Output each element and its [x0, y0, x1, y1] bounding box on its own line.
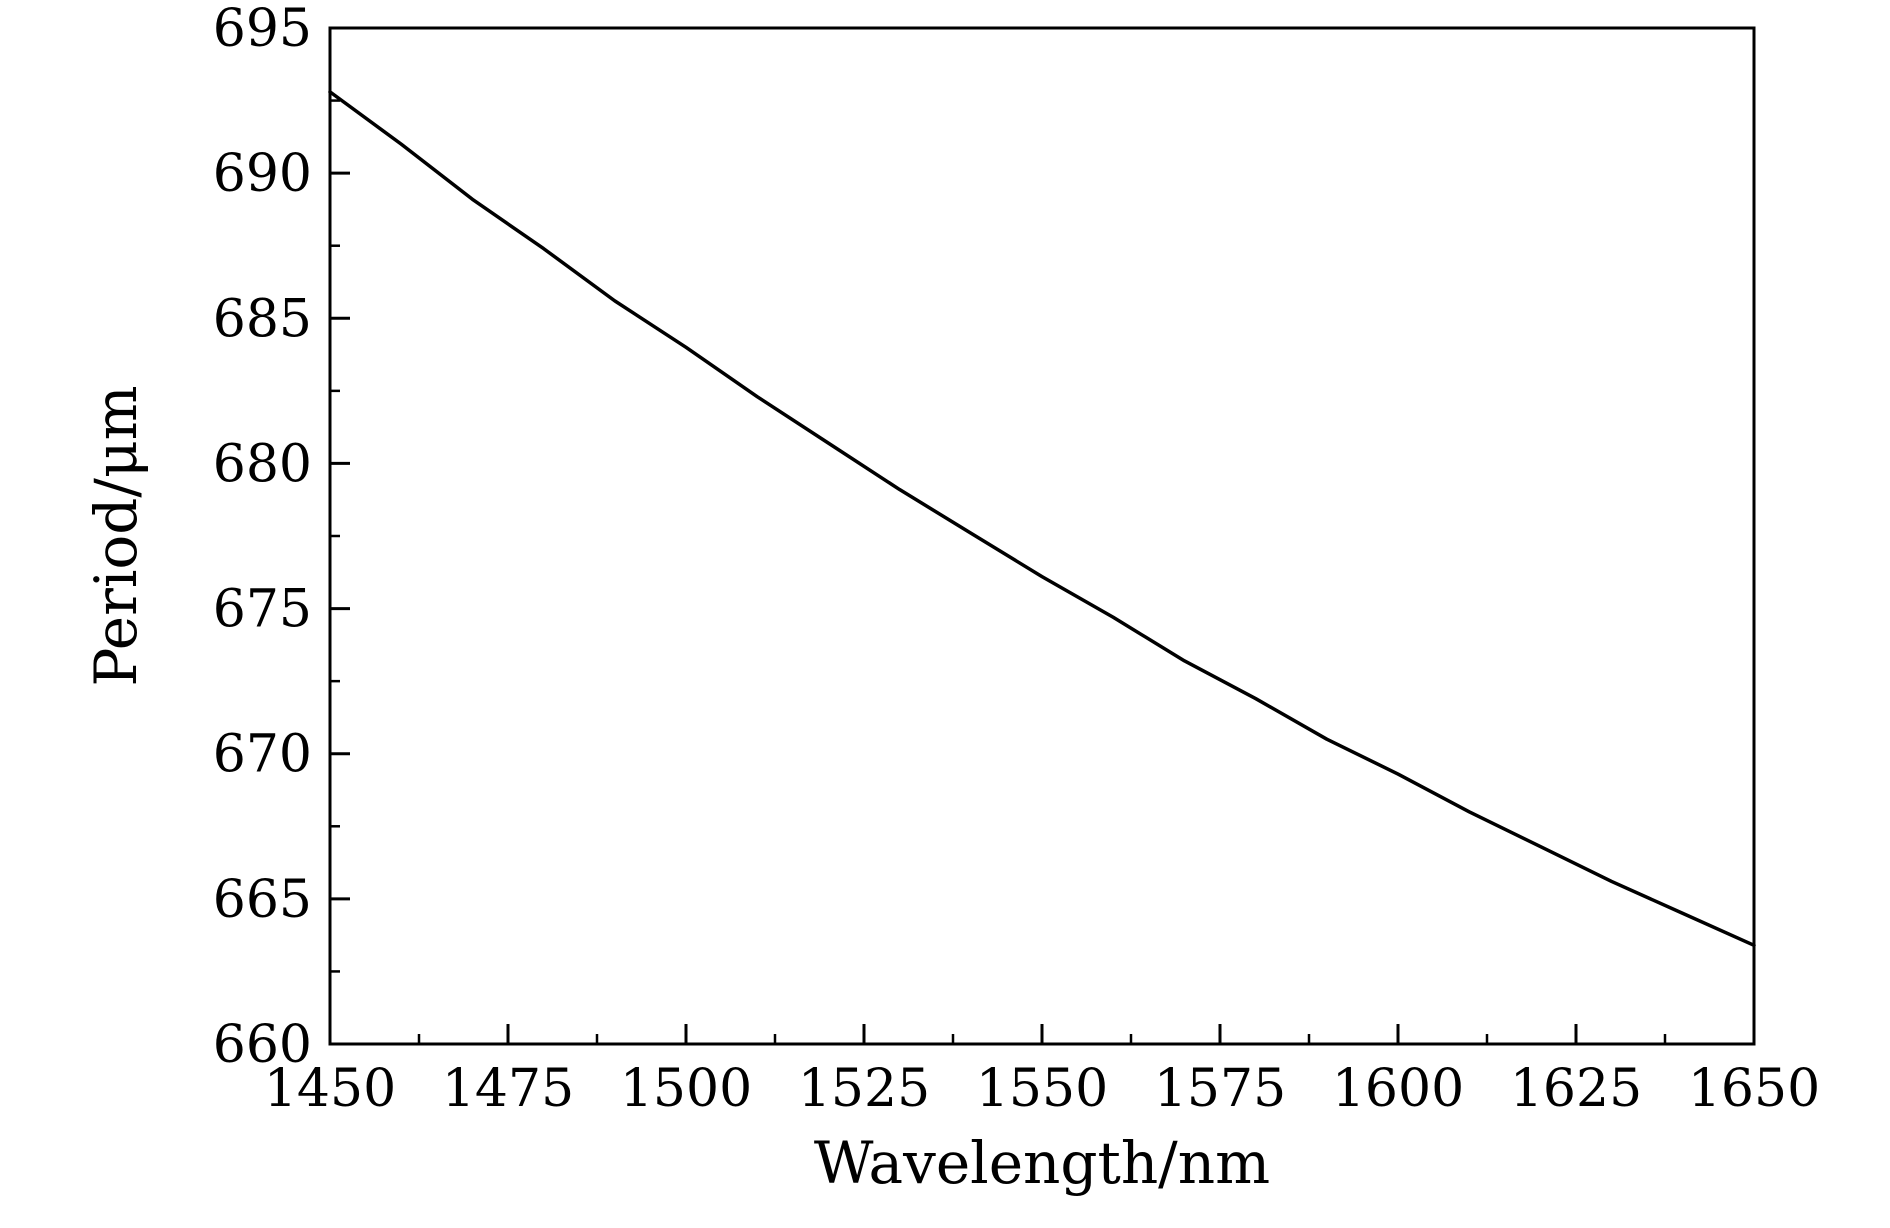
- y-tick-label: 660: [213, 1015, 312, 1075]
- y-tick-label: 670: [213, 725, 312, 785]
- x-tick-label: 1650: [1688, 1059, 1820, 1119]
- x-tick-label: 1600: [1332, 1059, 1464, 1119]
- x-tick-label: 1500: [620, 1059, 752, 1119]
- x-tick-label: 1450: [264, 1059, 396, 1119]
- y-tick-label: 690: [213, 144, 312, 204]
- x-tick-label: 1575: [1154, 1059, 1286, 1119]
- y-tick-label: 675: [213, 580, 312, 640]
- y-tick-label: 680: [213, 434, 312, 494]
- x-tick-label: 1475: [442, 1059, 574, 1119]
- x-tick-label: 1550: [976, 1059, 1108, 1119]
- plot-frame: [328, 26, 1756, 1046]
- x-axis-title: Wavelength/nm: [813, 1129, 1271, 1197]
- x-tick-label: 1625: [1510, 1059, 1642, 1119]
- data-line: [328, 90, 1756, 948]
- y-tick-label: 665: [213, 870, 312, 930]
- x-tick-label: 1525: [798, 1059, 930, 1119]
- y-tick-label: 685: [213, 289, 312, 349]
- y-tick-label: 695: [213, 0, 312, 59]
- y-axis-title: Period/μm: [82, 385, 150, 687]
